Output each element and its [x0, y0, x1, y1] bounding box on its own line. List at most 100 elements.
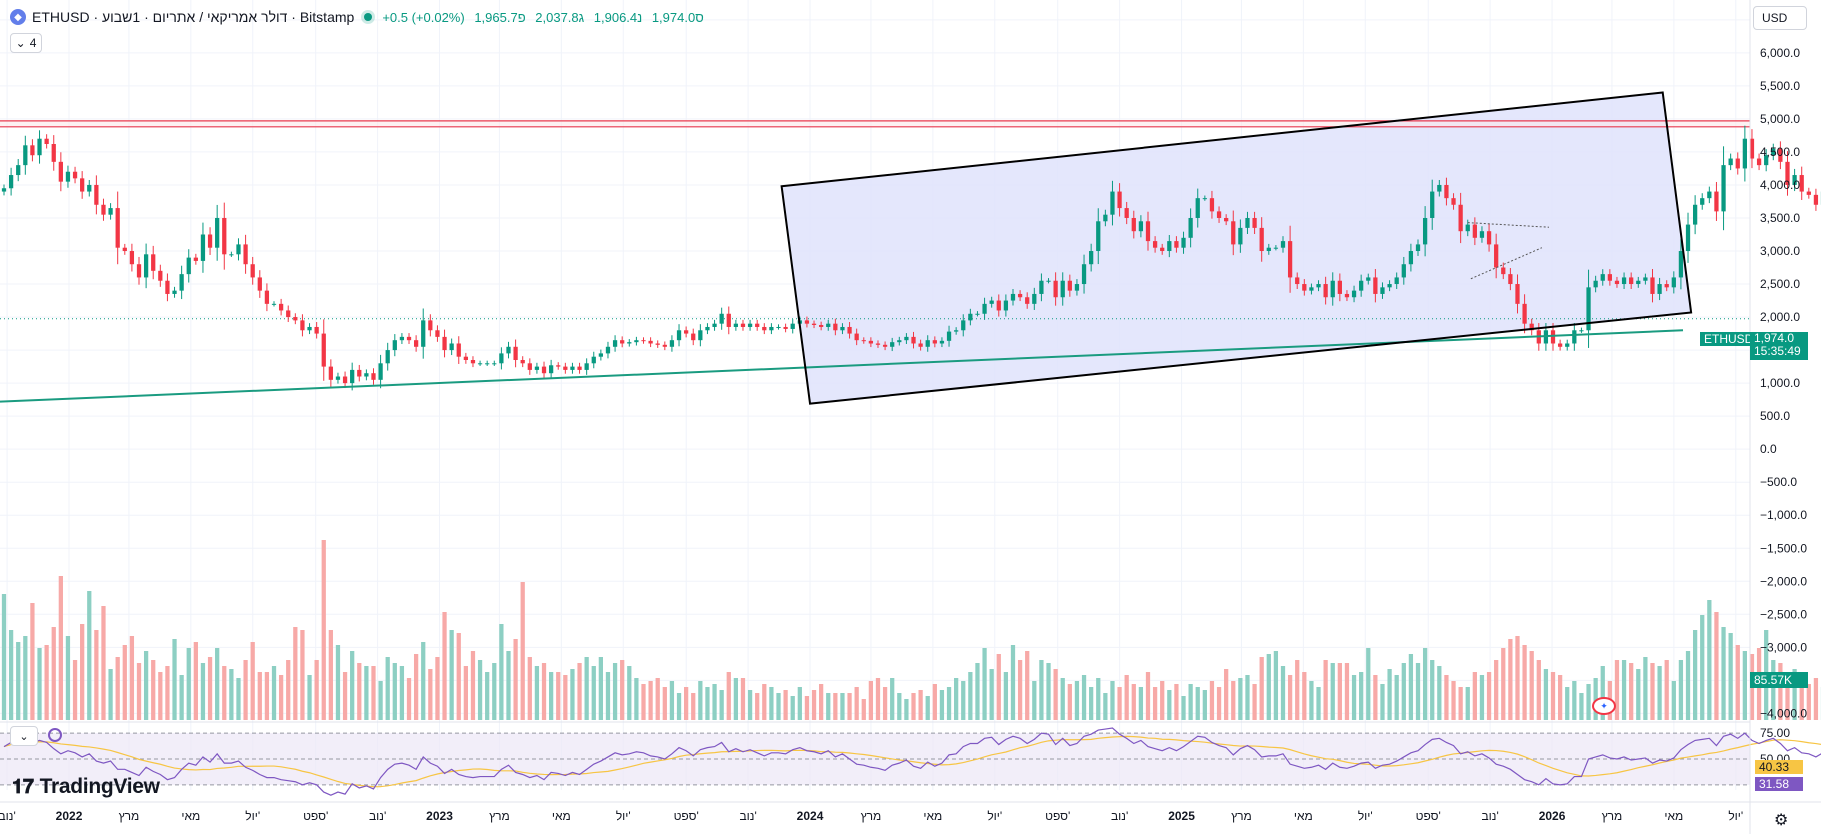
- volume-bar: [762, 684, 767, 720]
- candle-body: [328, 366, 333, 380]
- candle-body: [335, 376, 341, 380]
- volume-bar: [37, 648, 42, 720]
- tradingview-logo[interactable]: 𝟏𝟕 TradingView: [12, 775, 160, 799]
- countdown-label: 15:35:49: [1754, 344, 1801, 358]
- candle-body: [1046, 280, 1051, 282]
- candle-body: [698, 330, 703, 341]
- us-flag-icon[interactable]: ✦: [1592, 697, 1616, 715]
- volume-bar: [1579, 693, 1584, 720]
- candle-body: [819, 324, 824, 327]
- volume-bar: [904, 699, 909, 720]
- rsi-collapse-button[interactable]: ⌄: [10, 726, 38, 746]
- candle-body: [94, 184, 99, 205]
- volume-bar: [691, 693, 696, 720]
- candle-body: [1394, 277, 1399, 285]
- time-tick: 2026: [1539, 809, 1566, 823]
- symbol-title[interactable]: ETHUSD · דולר אמריקאי / אתריום · 1שבוע ·…: [32, 9, 355, 25]
- currency-selector[interactable]: USD: [1753, 6, 1807, 30]
- time-axis[interactable]: נוב' 2022 מרץ מאי יול' ספט' נוב' 2023 מרץ מאי יול'…: [0, 801, 1821, 823]
- candle-body: [1728, 158, 1733, 166]
- volume-bar: [577, 663, 582, 720]
- candle-body: [207, 234, 213, 248]
- candle-body: [676, 330, 682, 341]
- candle-body: [875, 343, 881, 345]
- candle-body: [357, 369, 362, 377]
- price-tick: 5,000.0: [1760, 112, 1800, 126]
- volume-bar: [634, 678, 639, 720]
- candle-body: [1003, 300, 1009, 311]
- candle-body: [1749, 138, 1755, 159]
- volume-bar: [1273, 651, 1279, 720]
- candle-body: [122, 247, 127, 252]
- volume-bar: [833, 693, 838, 720]
- candle-body: [861, 340, 866, 342]
- volume-bar: [151, 660, 156, 720]
- channel-outline: [780, 91, 1693, 405]
- candle-body: [527, 363, 532, 370]
- candle-body: [1629, 277, 1634, 285]
- candle-body: [534, 366, 540, 370]
- volume-bar: [705, 687, 710, 720]
- volume-bar: [1373, 675, 1378, 720]
- rsi-pane: [0, 721, 1821, 796]
- volume-bar: [477, 660, 483, 720]
- volume-bar: [783, 690, 788, 720]
- candle-body: [371, 373, 376, 380]
- candle-body: [1742, 138, 1747, 169]
- candle-body: [257, 277, 262, 291]
- candle-body: [1813, 194, 1819, 205]
- volume-bar: [1124, 675, 1129, 720]
- time-tick: נוב': [0, 809, 16, 823]
- candle-body: [1259, 227, 1264, 252]
- candle-body: [1359, 280, 1364, 291]
- volume-bar: [1536, 660, 1541, 720]
- candle-body: [1714, 191, 1719, 212]
- volume-bar: [556, 672, 561, 720]
- candle-body: [1586, 287, 1591, 331]
- volume-bar: [1195, 687, 1200, 720]
- candle-body: [1096, 221, 1101, 252]
- candle-body: [591, 356, 596, 364]
- rsi-indicator-icon[interactable]: [48, 728, 62, 742]
- indicators-collapse-button[interactable]: ⌄ 4: [10, 33, 42, 53]
- volume-bar: [882, 687, 888, 720]
- volume-bar: [1621, 660, 1627, 720]
- candle-body: [87, 184, 92, 192]
- volume-bar: [612, 663, 618, 720]
- candle-body: [8, 175, 14, 189]
- candle-body: [1572, 330, 1577, 344]
- candle-body: [477, 363, 483, 365]
- gear-icon[interactable]: ⚙: [1774, 812, 1789, 829]
- candle-body: [968, 313, 973, 321]
- volume-bar: [1614, 660, 1620, 720]
- candle-body: [143, 254, 149, 278]
- volume-bar: [200, 663, 206, 720]
- price-tick: 3,500.0: [1760, 211, 1800, 225]
- change-value: +0.5 (+0.02%): [382, 9, 465, 25]
- drawings-back: [0, 92, 1750, 404]
- time-tick: מאי: [1664, 809, 1683, 823]
- symbol-legend[interactable]: ◆ ETHUSD · דולר אמריקאי / אתריום · 1שבוע…: [10, 9, 710, 25]
- candle-body: [954, 330, 959, 332]
- time-tick: יול': [1358, 809, 1373, 823]
- time-tick: מאי: [1294, 809, 1313, 823]
- volume-bar: [726, 672, 731, 720]
- tradingview-wordmark: TradingView: [39, 775, 160, 798]
- volume-bar: [1380, 684, 1385, 720]
- volume-bar: [58, 576, 63, 720]
- candle-body: [1138, 221, 1144, 232]
- volume-bar: [584, 657, 589, 720]
- candle-body: [1486, 231, 1492, 245]
- volume-bar: [271, 666, 277, 720]
- volume-bar: [939, 690, 945, 720]
- candle-body: [342, 376, 348, 384]
- candle-body: [1117, 191, 1122, 209]
- volume-bar: [1103, 693, 1108, 720]
- candle-body: [1380, 287, 1385, 294]
- candle-body: [1, 188, 7, 192]
- candle-body: [1678, 251, 1684, 278]
- candle-body: [1174, 241, 1179, 248]
- market-status-dot[interactable]: [364, 13, 373, 21]
- volume-bar: [1550, 672, 1556, 720]
